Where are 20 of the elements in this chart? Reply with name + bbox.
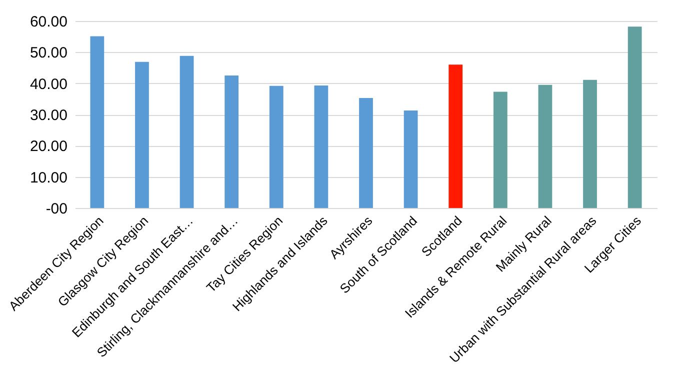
bar xyxy=(583,80,597,208)
bar xyxy=(269,86,284,208)
bar xyxy=(628,26,642,208)
bar xyxy=(404,110,418,208)
y-tick-label: 40.00 xyxy=(30,76,68,93)
bar xyxy=(314,86,328,208)
y-tick-label: 20.00 xyxy=(30,138,68,156)
y-tick-label: 50.00 xyxy=(30,44,68,62)
y-tick-label: 60.00 xyxy=(30,14,68,30)
y-tick-label: -00 xyxy=(46,200,68,218)
y-tick-label: 10.00 xyxy=(30,169,68,186)
bar xyxy=(180,56,194,208)
bar xyxy=(538,84,552,208)
bar xyxy=(493,92,508,208)
bar xyxy=(448,64,463,208)
bar xyxy=(90,36,104,208)
y-tick-label: 30.00 xyxy=(30,107,68,124)
bar xyxy=(359,98,373,208)
bar xyxy=(224,76,239,208)
bar xyxy=(135,62,149,208)
